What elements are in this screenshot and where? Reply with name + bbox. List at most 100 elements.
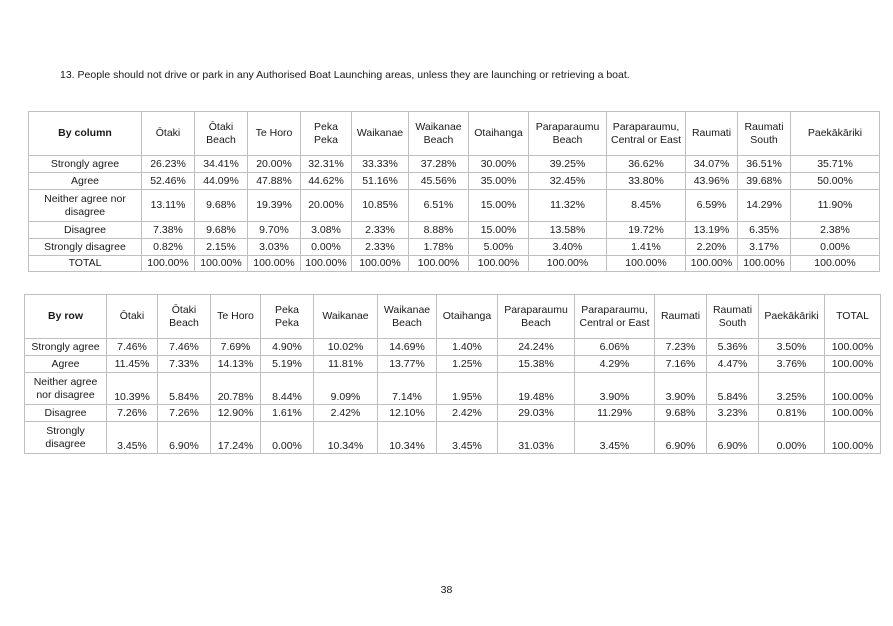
cell: 5.19%: [260, 355, 314, 373]
cell: 37.28%: [408, 155, 469, 173]
page-number: 38: [440, 584, 453, 596]
cell: 3.90%: [654, 372, 707, 405]
cell: 14.69%: [377, 338, 437, 356]
cell: 6.35%: [737, 221, 791, 239]
cell: 44.62%: [300, 172, 352, 190]
cell: 100.00%: [247, 255, 301, 272]
col-header: Paraparaumu, Central or East: [606, 111, 686, 156]
cell: 100.00%: [194, 255, 248, 272]
cell: 2.33%: [351, 238, 409, 256]
cell: 29.03%: [497, 404, 575, 422]
cell: 4.47%: [706, 355, 759, 373]
cell: 4.29%: [574, 355, 655, 373]
cell: 20.00%: [247, 155, 301, 173]
cell: 100.00%: [606, 255, 686, 272]
cell: 100.00%: [824, 404, 881, 422]
cell: 3.23%: [706, 404, 759, 422]
table-row: Agree 11.45% 7.33% 14.13% 5.19% 11.81% 1…: [24, 355, 881, 373]
cell: 3.45%: [574, 421, 655, 454]
cell: 7.46%: [157, 338, 211, 356]
table-row: Strongly disagree 0.82% 2.15% 3.03% 0.00…: [28, 238, 880, 256]
row-label: Disagree: [24, 404, 107, 422]
col-header: Waikanae Beach: [377, 294, 437, 339]
row-label: Strongly disagree: [28, 238, 142, 256]
cell: 6.59%: [685, 189, 738, 222]
row-label: Strongly agree: [28, 155, 142, 173]
table-row: Strongly agree 26.23% 34.41% 20.00% 32.3…: [28, 155, 880, 173]
cell: 7.38%: [141, 221, 195, 239]
col-header: Otaihanga: [468, 111, 529, 156]
cell: 1.41%: [606, 238, 686, 256]
cell: 100.00%: [737, 255, 791, 272]
cell: 2.42%: [436, 404, 498, 422]
cell: 2.20%: [685, 238, 738, 256]
cell: 2.38%: [790, 221, 880, 239]
cell: 30.00%: [468, 155, 529, 173]
cell: 100.00%: [351, 255, 409, 272]
cell: 10.34%: [377, 421, 437, 454]
cell: 3.76%: [758, 355, 825, 373]
cell: 100.00%: [408, 255, 469, 272]
col-header: Peka Peka: [260, 294, 314, 339]
cell: 31.03%: [497, 421, 575, 454]
table-row: Neither agree nor disagree 13.11% 9.68% …: [28, 189, 880, 222]
cell: 6.90%: [157, 421, 211, 454]
cell: 5.84%: [706, 372, 759, 405]
cell: 47.88%: [247, 172, 301, 190]
cell: 0.00%: [790, 238, 880, 256]
cell: 51.16%: [351, 172, 409, 190]
cell: 6.90%: [706, 421, 759, 454]
cell: 7.69%: [210, 338, 261, 356]
col-header: Paraparaumu, Central or East: [574, 294, 655, 339]
corner-label: By column: [28, 111, 142, 156]
cell: 36.51%: [737, 155, 791, 173]
cell: 2.33%: [351, 221, 409, 239]
cell: 10.85%: [351, 189, 409, 222]
col-header: Waikanae Beach: [408, 111, 469, 156]
cell: 3.17%: [737, 238, 791, 256]
cell: 3.03%: [247, 238, 301, 256]
cell: 26.23%: [141, 155, 195, 173]
table-row: TOTAL 100.00% 100.00% 100.00% 100.00% 10…: [28, 255, 880, 272]
col-header: Raumati South: [706, 294, 759, 339]
cell: 33.33%: [351, 155, 409, 173]
cell: 10.34%: [313, 421, 378, 454]
cell: 1.40%: [436, 338, 498, 356]
cell: 4.90%: [260, 338, 314, 356]
cell: 20.78%: [210, 372, 261, 405]
cell: 1.95%: [436, 372, 498, 405]
col-header: Ōtaki Beach: [157, 294, 211, 339]
cell: 11.29%: [574, 404, 655, 422]
col-header: TOTAL: [824, 294, 881, 339]
cell: 3.08%: [300, 221, 352, 239]
cell: 10.02%: [313, 338, 378, 356]
cell: 9.68%: [654, 404, 707, 422]
corner-label: By row: [24, 294, 107, 339]
cell: 3.90%: [574, 372, 655, 405]
col-header: Waikanae: [351, 111, 409, 156]
cell: 7.26%: [106, 404, 158, 422]
by-row-table: By row Ōtaki Ōtaki Beach Te Horo Peka Pe…: [24, 294, 881, 454]
cell: 44.09%: [194, 172, 248, 190]
col-header: Raumati South: [737, 111, 791, 156]
cell: 1.61%: [260, 404, 314, 422]
col-header: Ōtaki: [141, 111, 195, 156]
table-row: Disagree 7.38% 9.68% 9.70% 3.08% 2.33% 8…: [28, 221, 880, 239]
cell: 100.00%: [300, 255, 352, 272]
cell: 33.80%: [606, 172, 686, 190]
cell: 6.51%: [408, 189, 469, 222]
table-row: Strongly agree 7.46% 7.46% 7.69% 4.90% 1…: [24, 338, 881, 356]
col-header: Te Horo: [210, 294, 261, 339]
col-header: Peka Peka: [300, 111, 352, 156]
cell: 100.00%: [141, 255, 195, 272]
cell: 7.26%: [157, 404, 211, 422]
cell: 0.82%: [141, 238, 195, 256]
cell: 45.56%: [408, 172, 469, 190]
cell: 11.32%: [528, 189, 607, 222]
row-label: Strongly agree: [24, 338, 107, 356]
cell: 36.62%: [606, 155, 686, 173]
cell: 9.68%: [194, 221, 248, 239]
cell: 39.68%: [737, 172, 791, 190]
cell: 15.00%: [468, 189, 529, 222]
cell: 14.13%: [210, 355, 261, 373]
